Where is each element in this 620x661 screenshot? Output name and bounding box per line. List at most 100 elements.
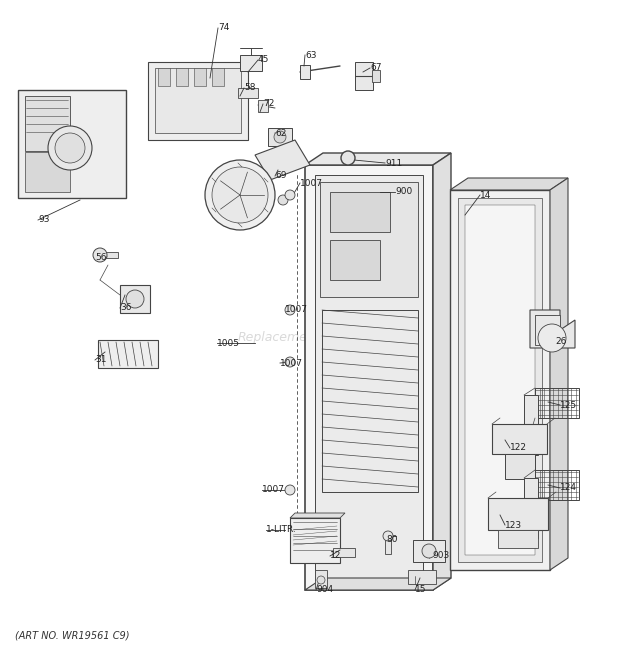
Text: 1-LITR.: 1-LITR. (266, 525, 297, 535)
Bar (120, 285, 150, 313)
Text: 93: 93 (38, 215, 50, 225)
Bar (465, 205, 535, 555)
Bar (385, 540, 391, 554)
Text: 1005: 1005 (217, 338, 240, 348)
Bar (240, 55, 262, 71)
Text: 26: 26 (555, 338, 567, 346)
Bar (290, 518, 340, 563)
Bar (372, 70, 380, 82)
Text: 80: 80 (386, 535, 397, 545)
Circle shape (538, 324, 566, 352)
Bar (315, 570, 327, 588)
Polygon shape (530, 310, 575, 348)
Bar (18, 90, 126, 198)
Text: ReplacementParts.com: ReplacementParts.com (237, 332, 383, 344)
Text: 125: 125 (560, 401, 577, 410)
Bar (148, 62, 248, 140)
Text: 14: 14 (480, 190, 492, 200)
Text: 124: 124 (560, 483, 577, 492)
Text: 903: 903 (432, 551, 450, 561)
Circle shape (317, 576, 325, 584)
Bar (488, 498, 548, 530)
Bar (408, 570, 436, 584)
Circle shape (341, 151, 355, 165)
Bar (300, 65, 310, 79)
Bar (322, 310, 418, 492)
Bar (100, 252, 118, 258)
Text: (ART NO. WR19561 C9): (ART NO. WR19561 C9) (15, 631, 129, 641)
Text: 911: 911 (385, 159, 402, 167)
Text: 900: 900 (395, 188, 412, 196)
Polygon shape (550, 178, 568, 570)
Bar (330, 192, 390, 232)
Bar (25, 152, 70, 192)
Bar (524, 395, 538, 455)
Bar (458, 198, 542, 562)
Polygon shape (450, 178, 568, 190)
Polygon shape (433, 153, 451, 590)
Bar (492, 424, 547, 454)
Polygon shape (305, 153, 451, 165)
Text: 74: 74 (218, 24, 229, 32)
Bar (158, 68, 170, 86)
Circle shape (278, 195, 288, 205)
Circle shape (93, 248, 107, 262)
Text: 31: 31 (95, 356, 107, 364)
Text: 1007: 1007 (285, 305, 308, 315)
Text: 62: 62 (275, 128, 286, 137)
Bar (524, 478, 538, 538)
Polygon shape (255, 140, 310, 180)
Text: 56: 56 (95, 254, 107, 262)
Bar (505, 454, 535, 479)
Text: 69: 69 (275, 171, 286, 180)
Bar (305, 165, 433, 590)
Text: 123: 123 (505, 520, 522, 529)
Text: 63: 63 (305, 50, 316, 59)
Text: 904: 904 (316, 586, 333, 594)
Text: 1007: 1007 (262, 485, 285, 494)
Polygon shape (290, 513, 345, 518)
Circle shape (126, 290, 144, 308)
Bar (320, 182, 418, 297)
Bar (176, 68, 188, 86)
Bar (450, 190, 550, 570)
Bar (498, 530, 538, 548)
Circle shape (285, 190, 295, 200)
Bar (535, 470, 579, 500)
Bar (355, 62, 373, 90)
Bar (98, 340, 158, 368)
Text: 1007: 1007 (300, 178, 323, 188)
Bar (315, 175, 423, 580)
Circle shape (274, 131, 286, 143)
Bar (333, 548, 355, 557)
Circle shape (48, 126, 92, 170)
Bar (238, 88, 258, 98)
Bar (155, 68, 241, 133)
Bar (258, 100, 268, 112)
Text: 122: 122 (510, 444, 527, 453)
Text: 72: 72 (263, 100, 275, 108)
Text: 45: 45 (258, 56, 269, 65)
Text: 36: 36 (120, 303, 131, 313)
Bar (413, 540, 445, 562)
Circle shape (55, 133, 85, 163)
Bar (535, 388, 579, 418)
Circle shape (285, 305, 295, 315)
Bar (194, 68, 206, 86)
Bar (25, 96, 70, 151)
Text: 15: 15 (415, 586, 427, 594)
Bar (268, 128, 292, 146)
Text: 67: 67 (370, 63, 381, 73)
Circle shape (422, 544, 436, 558)
Text: 1007: 1007 (280, 358, 303, 368)
Bar (212, 68, 224, 86)
Polygon shape (305, 578, 451, 590)
Bar (535, 315, 560, 345)
Text: 58: 58 (244, 83, 255, 93)
Bar (330, 240, 380, 280)
Circle shape (205, 160, 275, 230)
Text: 12: 12 (330, 551, 342, 561)
Circle shape (285, 357, 295, 367)
Circle shape (383, 531, 393, 541)
Circle shape (285, 485, 295, 495)
